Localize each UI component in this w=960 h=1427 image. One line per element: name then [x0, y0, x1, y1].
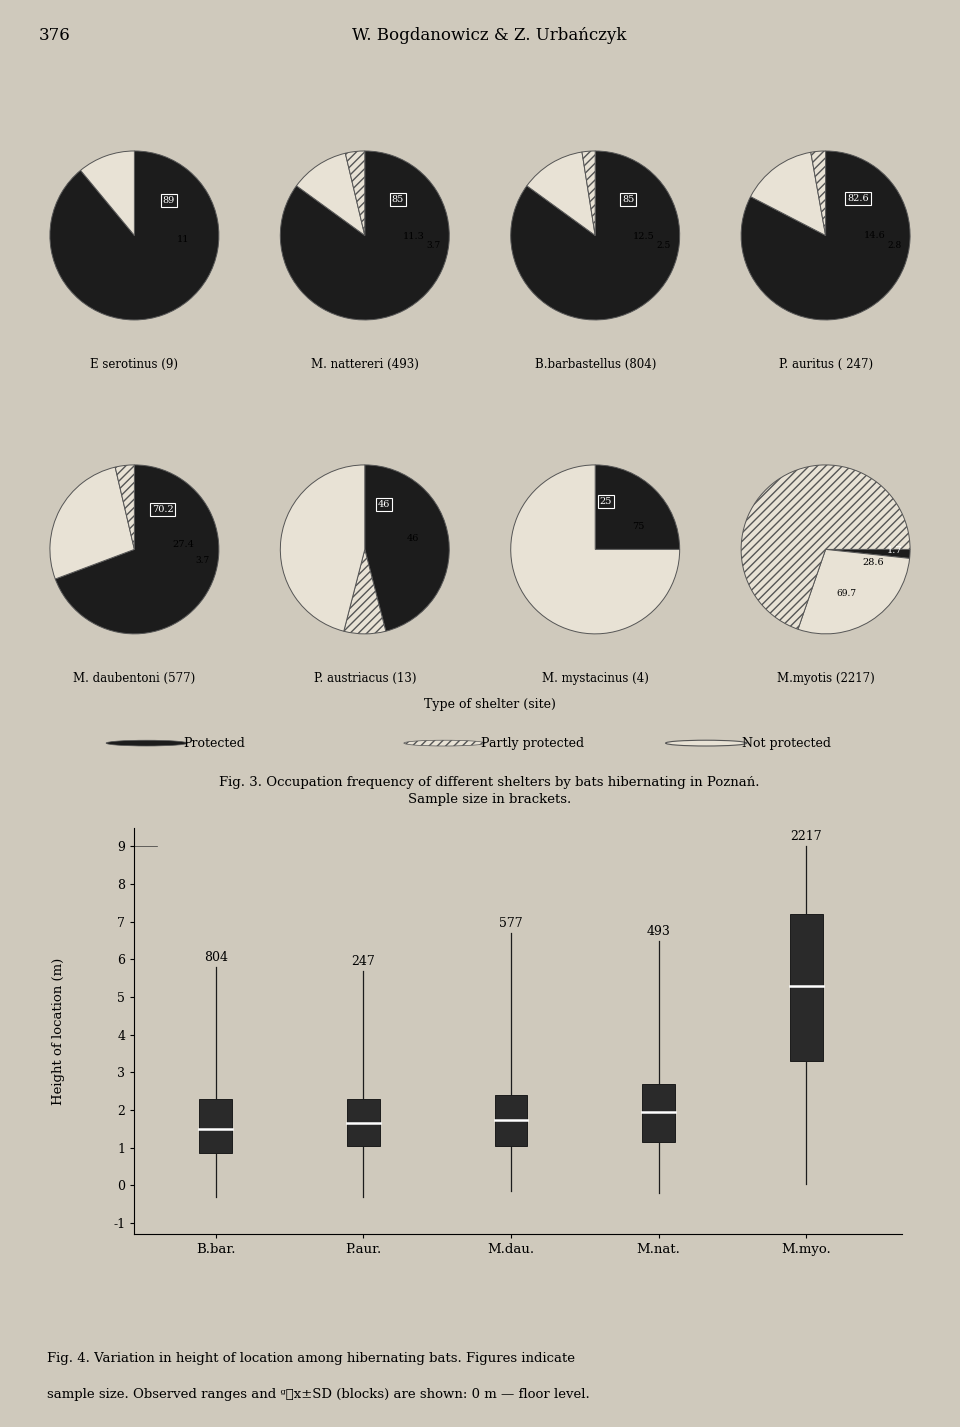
Wedge shape — [741, 465, 910, 629]
Text: 2217: 2217 — [791, 831, 822, 843]
Wedge shape — [56, 465, 219, 634]
Wedge shape — [344, 549, 386, 634]
Wedge shape — [346, 151, 365, 235]
Wedge shape — [741, 151, 910, 320]
Text: P. auritus ( 247): P. auritus ( 247) — [779, 358, 873, 371]
Text: E serotinus (9): E serotinus (9) — [90, 358, 179, 371]
Wedge shape — [826, 549, 910, 558]
Text: 25: 25 — [600, 497, 612, 507]
Text: M.myotis (2217): M.myotis (2217) — [777, 672, 875, 685]
Wedge shape — [365, 465, 449, 631]
Text: 3.7: 3.7 — [196, 557, 210, 565]
Text: 82.6: 82.6 — [847, 194, 869, 203]
Wedge shape — [280, 465, 365, 631]
Wedge shape — [595, 465, 680, 549]
Text: 85: 85 — [392, 195, 404, 204]
Text: 46: 46 — [377, 499, 390, 509]
Text: Fig. 3. Occupation frequency of different shelters by bats hibernating in Poznań: Fig. 3. Occupation frequency of differen… — [219, 776, 760, 789]
Text: 2.5: 2.5 — [657, 241, 671, 251]
Bar — [790, 915, 823, 1062]
Text: 577: 577 — [499, 918, 523, 930]
Text: 75: 75 — [633, 522, 645, 531]
Text: 3.7: 3.7 — [426, 241, 441, 250]
Text: 85: 85 — [622, 195, 635, 204]
Wedge shape — [511, 151, 680, 320]
Text: sample size. Observed ranges and ᵍ͞x±SD (blocks) are shown: 0 m — floor level.: sample size. Observed ranges and ᵍ͞x±SD … — [47, 1387, 590, 1401]
Text: 11: 11 — [177, 235, 189, 244]
Text: 247: 247 — [351, 955, 375, 968]
Circle shape — [106, 741, 187, 746]
Text: M. daubentoni (577): M. daubentoni (577) — [73, 672, 196, 685]
Text: Partly protected: Partly protected — [481, 736, 584, 749]
Text: 14.6: 14.6 — [864, 231, 885, 240]
Wedge shape — [798, 549, 909, 634]
Bar — [348, 1099, 379, 1146]
Wedge shape — [751, 153, 826, 235]
Text: 70.2: 70.2 — [152, 505, 174, 514]
Text: 493: 493 — [647, 925, 671, 938]
Text: 2.8: 2.8 — [887, 241, 901, 250]
Wedge shape — [811, 151, 826, 235]
Text: 804: 804 — [204, 950, 228, 965]
Wedge shape — [582, 151, 595, 235]
Text: M. nattereri (493): M. nattereri (493) — [311, 358, 419, 371]
Wedge shape — [280, 151, 449, 320]
Circle shape — [404, 741, 485, 746]
Y-axis label: Height of location (m): Height of location (m) — [52, 958, 65, 1104]
Wedge shape — [81, 151, 134, 235]
Wedge shape — [527, 153, 595, 235]
Wedge shape — [511, 465, 680, 634]
Text: 28.6: 28.6 — [862, 558, 883, 568]
Text: Sample size in brackets.: Sample size in brackets. — [408, 792, 571, 805]
Bar — [642, 1083, 675, 1142]
Text: 46: 46 — [406, 534, 419, 542]
Text: 1.7: 1.7 — [887, 547, 902, 555]
Text: B.barbastellus (804): B.barbastellus (804) — [535, 358, 656, 371]
Text: 27.4: 27.4 — [172, 539, 194, 549]
Wedge shape — [50, 467, 134, 579]
Bar — [200, 1099, 232, 1153]
Text: M. mystacinus (4): M. mystacinus (4) — [541, 672, 649, 685]
Wedge shape — [297, 153, 365, 235]
Text: Not protected: Not protected — [742, 736, 831, 749]
Wedge shape — [115, 465, 134, 549]
Text: W. Bogdanowicz & Z. Urbańczyk: W. Bogdanowicz & Z. Urbańczyk — [352, 27, 627, 44]
Text: P. austriacus (13): P. austriacus (13) — [314, 672, 416, 685]
Text: 69.7: 69.7 — [836, 589, 856, 598]
Text: 11.3: 11.3 — [403, 231, 424, 241]
Wedge shape — [50, 151, 219, 320]
Text: 89: 89 — [162, 195, 175, 205]
Text: 376: 376 — [38, 27, 70, 44]
Text: 12.5: 12.5 — [634, 233, 655, 241]
Bar — [494, 1095, 527, 1146]
Circle shape — [665, 741, 747, 746]
Text: Protected: Protected — [182, 736, 245, 749]
Text: Type of shelter (site): Type of shelter (site) — [423, 698, 556, 711]
Text: Fig. 4. Variation in height of location among hibernating bats. Figures indicate: Fig. 4. Variation in height of location … — [47, 1353, 575, 1366]
